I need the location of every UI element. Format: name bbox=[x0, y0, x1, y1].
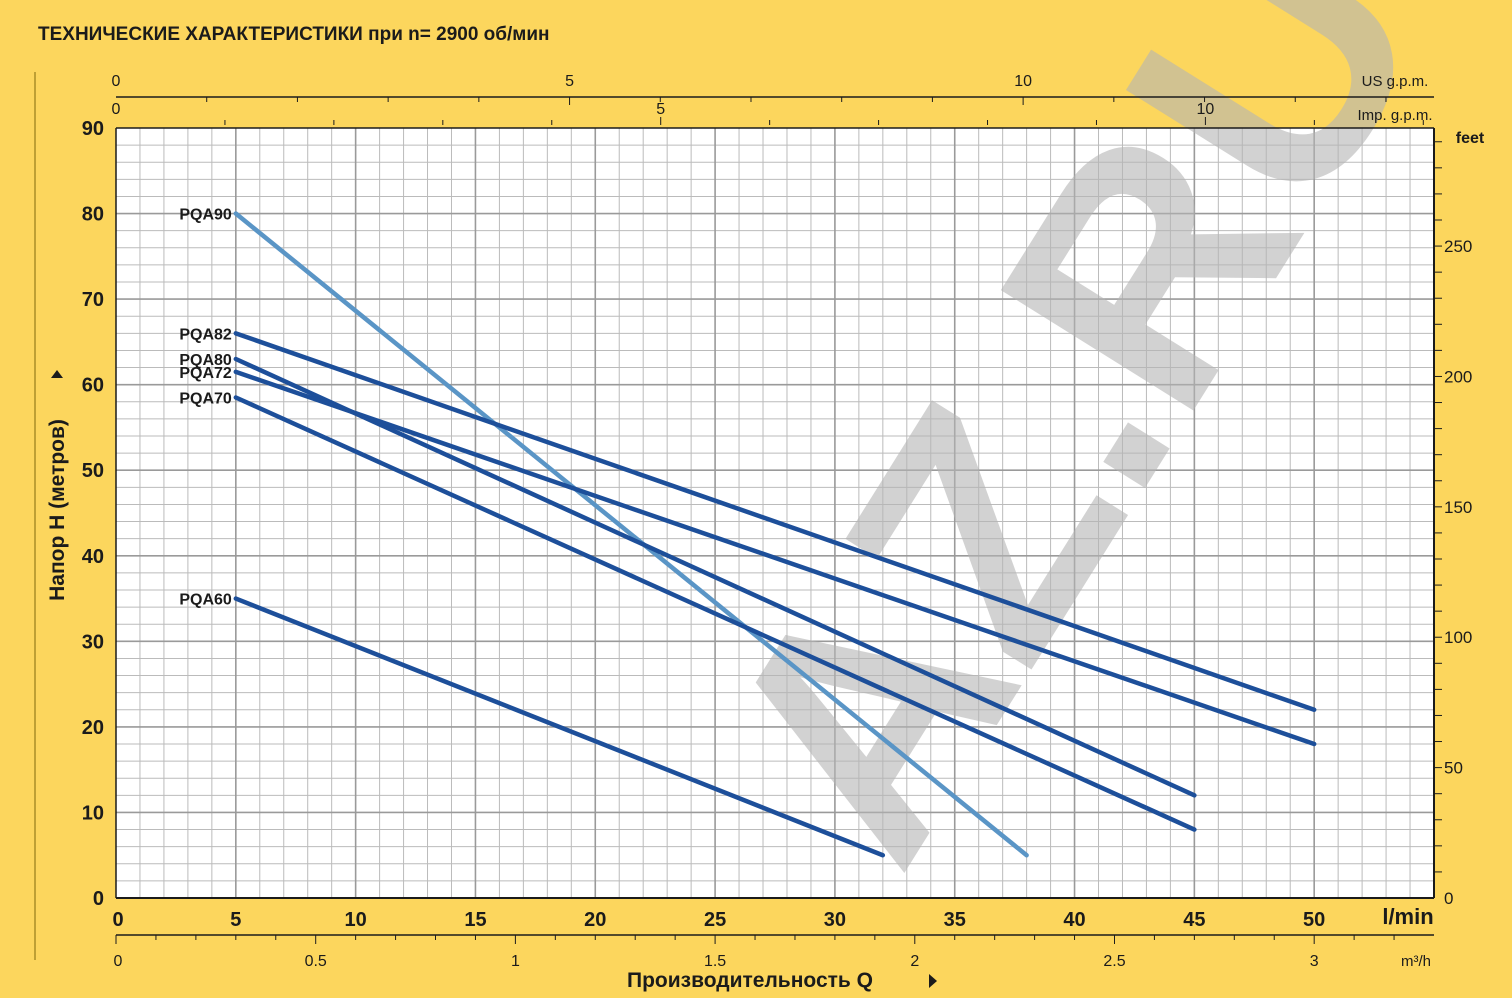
series-label-pqa70: PQA70 bbox=[179, 391, 232, 408]
feet-tick-label: 100 bbox=[1444, 628, 1472, 647]
chart-title: ТЕХНИЧЕСКИЕ ХАРАКТЕРИСТИКИ при n= 2900 о… bbox=[38, 24, 550, 45]
imp-gpm-axis-label: Imp. g.p.m. bbox=[1357, 107, 1432, 124]
x-tick-label: 15 bbox=[464, 909, 486, 931]
series-line-pqa72 bbox=[233, 369, 1317, 747]
m3h-tick-label: 1.5 bbox=[704, 953, 726, 970]
y-tick-label: 0 bbox=[93, 888, 104, 910]
series-label-pqa72: PQA72 bbox=[179, 365, 232, 382]
x-unit-label: l/min bbox=[1382, 904, 1433, 929]
x-tick-label: 20 bbox=[584, 909, 606, 931]
y-tick-label: 80 bbox=[82, 204, 104, 226]
us-gpm-tick-label: 10 bbox=[1014, 73, 1032, 90]
imp-gpm-tick-label: 0 bbox=[112, 101, 121, 118]
y-tick-label: 20 bbox=[82, 717, 104, 739]
x-tick-label: 50 bbox=[1303, 909, 1325, 931]
x-tick-label: 25 bbox=[704, 909, 726, 931]
feet-tick-label: 200 bbox=[1444, 367, 1472, 386]
m3h-tick-label: 0.5 bbox=[305, 953, 327, 970]
x-tick-label: 40 bbox=[1063, 909, 1085, 931]
m3h-tick-label: 3 bbox=[1310, 953, 1319, 970]
y-tick-label: 90 bbox=[82, 118, 104, 140]
series-line-pqa82 bbox=[233, 331, 1317, 713]
us-gpm-tick-label: 5 bbox=[565, 73, 574, 90]
x-tick-label: 0 bbox=[112, 909, 123, 931]
axes: feet US g.p.m. Imp. g.p.m. l/min m³/h На… bbox=[34, 72, 1485, 992]
us-gpm-axis-label: US g.p.m. bbox=[1362, 73, 1429, 90]
x-tick-label: 30 bbox=[824, 909, 846, 931]
us-gpm-tick-label: 0 bbox=[112, 73, 121, 90]
series-label-pqa90: PQA90 bbox=[179, 207, 232, 224]
feet-tick-label: 250 bbox=[1444, 237, 1472, 256]
series-line-pqa90 bbox=[233, 211, 1029, 858]
feet-axis-label: feet bbox=[1456, 130, 1485, 147]
feet-tick-label: 0 bbox=[1444, 889, 1453, 908]
m3h-tick-label: 2 bbox=[910, 953, 919, 970]
m3h-tick-label: 2.5 bbox=[1103, 953, 1125, 970]
x-tick-label: 45 bbox=[1183, 909, 1205, 931]
y-axis-label: Напор H (метров) bbox=[46, 419, 69, 601]
y-tick-label: 50 bbox=[82, 460, 104, 482]
series-line-pqa70 bbox=[233, 395, 1197, 832]
imp-gpm-tick-label: 10 bbox=[1197, 101, 1215, 118]
series-label-pqa82: PQA82 bbox=[179, 326, 232, 343]
series-label-pqa60: PQA60 bbox=[179, 592, 232, 609]
y-axis-title: Напор H (метров) bbox=[46, 370, 69, 601]
y-tick-label: 10 bbox=[82, 802, 104, 824]
series-line-pqa80 bbox=[233, 356, 1197, 798]
plot-area bbox=[116, 128, 1434, 898]
x-axis-label: Производительность Q bbox=[627, 969, 873, 992]
grid bbox=[116, 128, 1434, 898]
feet-tick-label: 150 bbox=[1444, 498, 1472, 517]
x-tick-label: 10 bbox=[345, 909, 367, 931]
series-label-pqa80: PQA80 bbox=[179, 352, 232, 369]
y-tick-label: 70 bbox=[82, 289, 104, 311]
x-axis-arrow bbox=[929, 974, 937, 988]
m3h-axis-label: m³/h bbox=[1401, 953, 1431, 970]
m3h-tick-label: 1 bbox=[511, 953, 520, 970]
y-tick-label: 30 bbox=[82, 631, 104, 653]
x-axis-title: Производительность Q bbox=[627, 969, 937, 992]
feet-tick-label: 50 bbox=[1444, 759, 1463, 778]
y-tick-label: 40 bbox=[82, 546, 104, 568]
x-tick-label: 5 bbox=[230, 909, 241, 931]
y-axis-arrow bbox=[51, 370, 63, 378]
y-tick-label: 60 bbox=[82, 375, 104, 397]
imp-gpm-tick-label: 5 bbox=[656, 101, 665, 118]
x-tick-label: 35 bbox=[944, 909, 966, 931]
m3h-tick-label: 0 bbox=[114, 953, 123, 970]
series-line-pqa60 bbox=[233, 596, 886, 858]
